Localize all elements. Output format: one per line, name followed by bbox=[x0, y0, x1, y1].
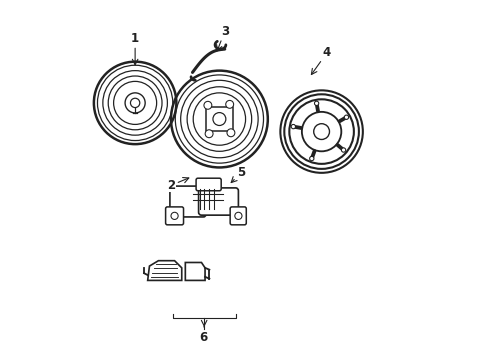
Text: 4: 4 bbox=[311, 46, 330, 75]
Circle shape bbox=[130, 98, 140, 108]
Circle shape bbox=[205, 130, 213, 138]
FancyBboxPatch shape bbox=[198, 188, 238, 215]
Circle shape bbox=[193, 93, 245, 145]
Text: 5: 5 bbox=[231, 166, 244, 183]
FancyBboxPatch shape bbox=[230, 207, 246, 225]
Circle shape bbox=[225, 100, 233, 108]
Circle shape bbox=[125, 93, 145, 113]
Circle shape bbox=[212, 113, 225, 126]
FancyBboxPatch shape bbox=[196, 178, 221, 191]
Text: 3: 3 bbox=[216, 25, 228, 51]
Circle shape bbox=[171, 212, 178, 220]
Circle shape bbox=[309, 156, 313, 161]
Circle shape bbox=[234, 212, 242, 220]
Circle shape bbox=[314, 101, 318, 105]
Bar bbox=[205, 107, 233, 131]
Circle shape bbox=[301, 112, 341, 151]
Text: 6: 6 bbox=[199, 331, 207, 344]
Circle shape bbox=[290, 125, 295, 129]
Circle shape bbox=[226, 129, 234, 137]
Circle shape bbox=[113, 81, 156, 125]
Circle shape bbox=[341, 148, 345, 152]
Polygon shape bbox=[185, 262, 204, 280]
Polygon shape bbox=[147, 261, 182, 280]
Circle shape bbox=[344, 115, 348, 120]
Text: 2: 2 bbox=[166, 177, 188, 192]
Circle shape bbox=[313, 124, 329, 139]
Text: 1: 1 bbox=[131, 32, 139, 65]
FancyBboxPatch shape bbox=[169, 186, 206, 217]
FancyBboxPatch shape bbox=[165, 207, 183, 225]
Circle shape bbox=[203, 102, 211, 109]
